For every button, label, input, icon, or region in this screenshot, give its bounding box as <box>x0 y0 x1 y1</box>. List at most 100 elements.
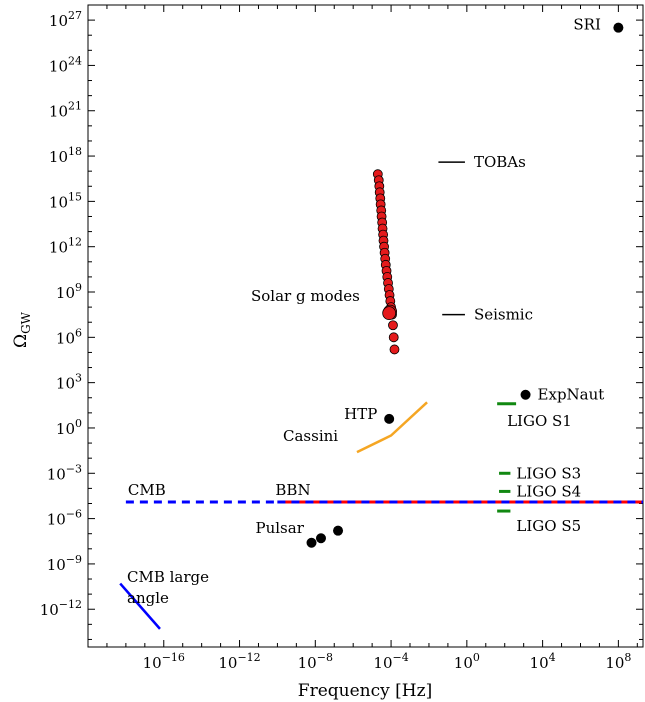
y-tick-exp: −3 <box>66 462 82 475</box>
y-tick-base: 10 <box>49 148 68 166</box>
y-axis-title: ΩGW <box>11 311 33 348</box>
y-tick-exp: −6 <box>66 508 82 521</box>
cmb-label: CMB <box>128 481 166 499</box>
point-label: Pulsar <box>256 519 305 537</box>
point-label: HTP <box>344 405 377 423</box>
y-tick-label: 1024 <box>49 54 82 75</box>
x-tick-exp: −8 <box>317 651 333 664</box>
y-tick-label: 1027 <box>49 9 82 30</box>
y-tick-base: 10 <box>56 375 75 393</box>
x-axis-title: Frequency [Hz] <box>298 681 432 701</box>
measurement-point <box>384 413 395 424</box>
x-tick-exp: 4 <box>549 651 556 664</box>
x-tick-base: 10 <box>218 654 237 672</box>
y-tick-exp: 27 <box>68 9 82 22</box>
y-tick-label: 100 <box>56 417 82 438</box>
x-tick-label: 108 <box>605 651 631 672</box>
y-tick-label: 1012 <box>49 236 82 257</box>
y-tick-base: 10 <box>47 465 66 483</box>
measurement-point <box>315 533 326 544</box>
cmb-large-angle-label-1: CMB large <box>127 568 209 586</box>
y-tick-label: 10−9 <box>47 553 82 574</box>
y-tick-base: 10 <box>47 511 66 529</box>
x-tick-label: 10−16 <box>143 651 185 672</box>
bbn-label: BBN <box>275 481 310 499</box>
ligo-label: LIGO S4 <box>516 482 581 500</box>
point-label: ExpNaut <box>538 386 605 404</box>
cassini-label: Cassini <box>283 427 338 445</box>
x-tick-exp: −12 <box>237 651 260 664</box>
x-tick-base: 10 <box>298 654 317 672</box>
measurement-point <box>613 22 624 33</box>
solar-g-mode-point <box>388 332 399 343</box>
x-tick-base: 10 <box>143 654 162 672</box>
y-tick-base: 10 <box>49 57 68 75</box>
cmb-large-angle-label-2: angle <box>127 589 169 607</box>
solar-g-mode-point <box>389 344 400 355</box>
plot-area <box>87 4 644 648</box>
y-tick-label: 1018 <box>49 145 82 166</box>
x-tick-label: 10−12 <box>218 651 260 672</box>
x-tick-base: 10 <box>454 654 473 672</box>
y-tick-label: 109 <box>56 281 82 302</box>
svg-text:ΩGW: ΩGW <box>11 311 33 348</box>
y-tick-base: 10 <box>49 193 68 211</box>
y-tick-label: 103 <box>56 372 82 393</box>
y-tick-base: 10 <box>56 420 75 438</box>
y-tick-exp: 24 <box>68 54 82 67</box>
y-tick-exp: −9 <box>66 553 82 566</box>
solar-g-modes-label: Solar g modes <box>251 287 360 305</box>
x-tick-label: 100 <box>454 651 480 672</box>
y-tick-exp: 9 <box>75 281 82 294</box>
seismic-label: Seismic <box>474 306 533 324</box>
y-tick-exp: 12 <box>68 236 82 249</box>
measurement-point <box>306 537 317 548</box>
y-axis-title-sub: GW <box>19 311 33 334</box>
y-tick-exp: 21 <box>68 100 82 113</box>
x-tick-label: 10−8 <box>298 651 333 672</box>
y-tick-exp: 6 <box>75 326 82 339</box>
data-marks <box>119 22 643 630</box>
measurement-point <box>333 525 344 536</box>
y-tick-base: 10 <box>47 556 66 574</box>
x-tick-exp: −16 <box>162 651 185 664</box>
x-tick-label: 104 <box>530 651 556 672</box>
ligo-label: LIGO S1 <box>507 412 572 430</box>
plot-frame <box>87 4 644 648</box>
y-tick-label: 10−3 <box>47 462 82 483</box>
x-tick-label: 10−4 <box>373 651 408 672</box>
y-tick-base: 10 <box>40 601 59 619</box>
x-tick-base: 10 <box>373 654 392 672</box>
tobas-label: TOBAs <box>474 153 526 171</box>
cmb-large-angle-line <box>119 582 161 630</box>
x-tick-base: 10 <box>605 654 624 672</box>
y-tick-exp: 0 <box>75 417 82 430</box>
measurement-point <box>520 389 531 400</box>
y-tick-base: 10 <box>49 103 68 121</box>
y-tick-label: 10−6 <box>47 508 82 529</box>
annotations: CMB BBN CMB large angle Cassini TOBAs Seismic L… <box>127 16 604 607</box>
ligo-label: LIGO S5 <box>516 517 581 535</box>
y-tick-exp: 3 <box>75 372 82 385</box>
y-tick-label: 1021 <box>49 100 82 121</box>
y-tick-exp: −12 <box>59 598 82 611</box>
y-axis-title-main: Ω <box>11 334 31 348</box>
ligo-label: LIGO S3 <box>516 464 581 482</box>
x-tick-exp: 0 <box>473 651 480 664</box>
y-tick-base: 10 <box>49 12 68 30</box>
x-tick-base: 10 <box>530 654 549 672</box>
solar-g-mode-point <box>388 320 398 331</box>
y-tick-label: 106 <box>56 326 82 347</box>
y-tick-base: 10 <box>56 284 75 302</box>
point-label: SRI <box>573 16 601 34</box>
x-tick-exp: 8 <box>624 651 631 664</box>
y-tick-exp: 18 <box>68 145 82 158</box>
y-tick-label: 1015 <box>49 190 82 211</box>
y-tick-label: 10−12 <box>40 598 82 619</box>
cassini-line <box>356 401 428 454</box>
x-tick-exp: −4 <box>393 651 409 664</box>
axes: 10−16 10−12 10−8 10−4 100 104 10810−1210−910−6… <box>40 4 643 672</box>
solar-g-mode-point <box>382 306 397 321</box>
y-tick-base: 10 <box>56 329 75 347</box>
